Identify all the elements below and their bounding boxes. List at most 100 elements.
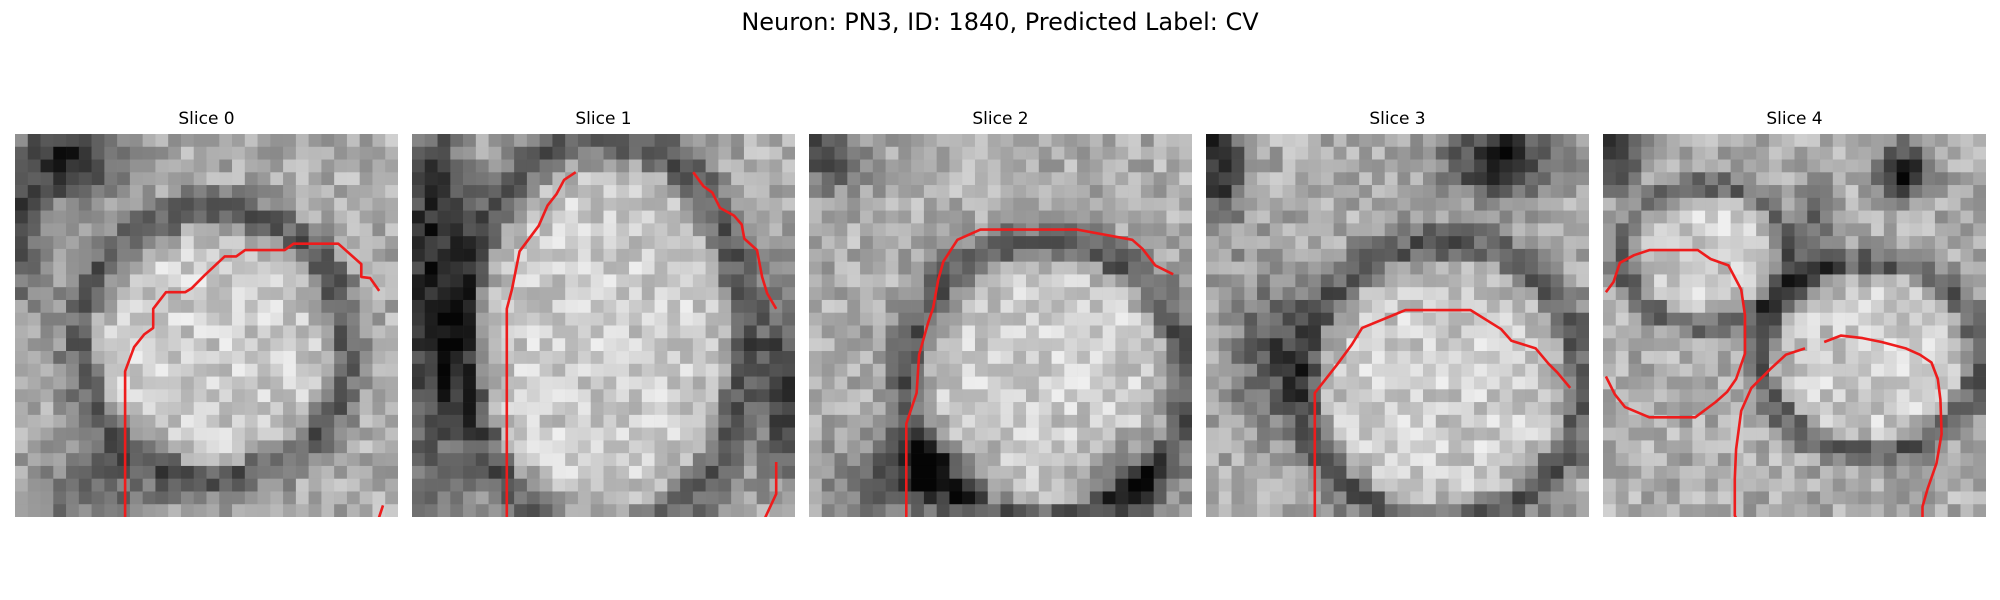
image-pixel bbox=[412, 351, 426, 365]
image-pixel bbox=[667, 287, 681, 301]
image-pixel bbox=[987, 236, 1001, 250]
image-pixel bbox=[1153, 172, 1167, 186]
image-pixel bbox=[155, 197, 169, 211]
image-pixel bbox=[1909, 210, 1923, 224]
image-pixel bbox=[1717, 185, 1731, 199]
image-pixel bbox=[1871, 210, 1885, 224]
image-pixel bbox=[667, 210, 681, 224]
image-pixel bbox=[1140, 274, 1154, 288]
image-pixel bbox=[565, 427, 579, 441]
image-pixel bbox=[40, 376, 54, 390]
image-pixel bbox=[1768, 197, 1782, 211]
image-pixel bbox=[1166, 478, 1180, 492]
image-pixel bbox=[117, 453, 131, 467]
image-pixel bbox=[129, 223, 143, 237]
image-pixel bbox=[809, 465, 823, 479]
image-pixel bbox=[475, 261, 489, 275]
image-pixel bbox=[1858, 491, 1872, 505]
image-pixel bbox=[501, 172, 515, 186]
image-pixel bbox=[629, 274, 643, 288]
image-pixel bbox=[1666, 261, 1680, 275]
image-pixel bbox=[821, 210, 835, 224]
image-pixel bbox=[1397, 185, 1411, 199]
image-pixel bbox=[1537, 287, 1551, 301]
image-pixel bbox=[1077, 146, 1091, 160]
image-pixel bbox=[1089, 261, 1103, 275]
image-pixel bbox=[372, 491, 386, 505]
image-pixel bbox=[1461, 134, 1475, 148]
image-pixel bbox=[641, 185, 655, 199]
image-pixel bbox=[1371, 197, 1385, 211]
image-pixel bbox=[1883, 414, 1897, 428]
image-pixel bbox=[1333, 491, 1347, 505]
image-pixel bbox=[949, 325, 963, 339]
image-pixel bbox=[526, 351, 540, 365]
image-pixel bbox=[372, 351, 386, 365]
image-pixel bbox=[1140, 210, 1154, 224]
image-pixel bbox=[1756, 491, 1770, 505]
image-pixel bbox=[1128, 453, 1142, 467]
image-pixel bbox=[834, 338, 848, 352]
image-pixel bbox=[590, 491, 604, 505]
image-pixel bbox=[1218, 325, 1232, 339]
image-pixel bbox=[1934, 325, 1948, 339]
image-pixel bbox=[321, 504, 335, 517]
image-pixel bbox=[1166, 389, 1180, 403]
image-pixel bbox=[1397, 197, 1411, 211]
image-pixel bbox=[334, 146, 348, 160]
image-pixel bbox=[667, 504, 681, 517]
image-pixel bbox=[987, 287, 1001, 301]
image-pixel bbox=[539, 248, 553, 262]
image-pixel bbox=[654, 363, 668, 377]
image-pixel bbox=[1807, 185, 1821, 199]
image-pixel bbox=[1206, 453, 1220, 467]
image-pixel bbox=[718, 440, 732, 454]
image-pixel bbox=[539, 440, 553, 454]
image-pixel bbox=[1654, 172, 1668, 186]
image-pixel bbox=[40, 146, 54, 160]
image-pixel bbox=[705, 287, 719, 301]
image-pixel bbox=[1794, 248, 1808, 262]
image-pixel bbox=[552, 465, 566, 479]
image-pixel bbox=[1922, 159, 1936, 173]
image-pixel bbox=[1922, 389, 1936, 403]
image-pixel bbox=[1883, 453, 1897, 467]
image-pixel bbox=[129, 248, 143, 262]
image-pixel bbox=[692, 312, 706, 326]
image-pixel bbox=[1218, 146, 1232, 160]
image-pixel bbox=[834, 172, 848, 186]
image-pixel bbox=[1679, 363, 1693, 377]
image-pixel bbox=[1295, 351, 1309, 365]
image-pixel bbox=[1794, 146, 1808, 160]
image-pixel bbox=[1295, 236, 1309, 250]
image-pixel bbox=[1231, 478, 1245, 492]
image-pixel bbox=[1692, 312, 1706, 326]
image-pixel bbox=[1359, 236, 1373, 250]
image-pixel bbox=[1743, 261, 1757, 275]
image-pixel bbox=[1705, 210, 1719, 224]
image-pixel bbox=[1179, 248, 1192, 262]
image-pixel bbox=[692, 287, 706, 301]
image-pixel bbox=[1410, 414, 1424, 428]
image-pixel bbox=[1896, 376, 1910, 390]
image-pixel bbox=[1794, 363, 1808, 377]
image-pixel bbox=[539, 427, 553, 441]
image-pixel bbox=[78, 312, 92, 326]
image-pixel bbox=[321, 223, 335, 237]
image-pixel bbox=[488, 453, 502, 467]
image-pixel bbox=[898, 491, 912, 505]
image-pixel bbox=[809, 325, 823, 339]
image-pixel bbox=[424, 287, 438, 301]
image-pixel bbox=[1550, 363, 1564, 377]
image-pixel bbox=[1832, 159, 1846, 173]
image-pixel bbox=[821, 414, 835, 428]
image-pixel bbox=[219, 389, 233, 403]
image-pixel bbox=[1206, 287, 1220, 301]
image-pixel bbox=[1858, 274, 1872, 288]
image-pixel bbox=[334, 312, 348, 326]
image-pixel bbox=[1384, 197, 1398, 211]
image-pixel bbox=[1692, 453, 1706, 467]
image-pixel bbox=[885, 427, 899, 441]
image-pixel bbox=[1333, 185, 1347, 199]
image-pixel bbox=[27, 427, 41, 441]
